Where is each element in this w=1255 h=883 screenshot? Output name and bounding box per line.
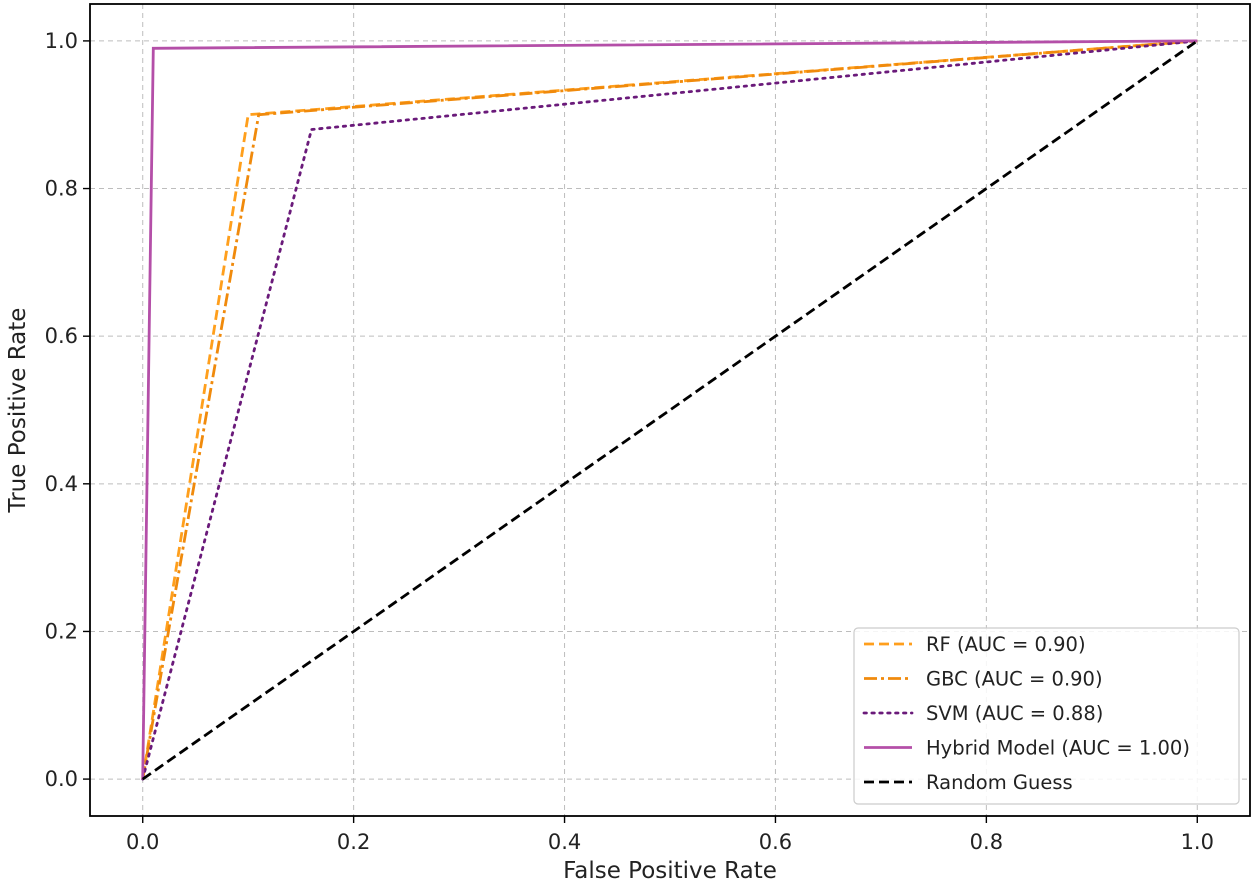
x-tick-label: 0.0 <box>126 830 159 854</box>
legend-label-1: GBC (AUC = 0.90) <box>926 668 1103 691</box>
y-tick-label: 1.0 <box>45 29 78 53</box>
x-axis-label: False Positive Rate <box>563 858 777 883</box>
x-tick-label: 1.0 <box>1181 830 1214 854</box>
y-tick-label: 0.8 <box>45 177 78 201</box>
grid <box>90 4 1250 816</box>
y-tick-label: 0.4 <box>45 472 78 496</box>
series-lines <box>141 39 1199 781</box>
series-line-2 <box>141 39 1199 781</box>
axis-ticks: 0.0 0.2 0.4 0.6 0.8 1.0 0.0 0.2 0.4 0.6 0.8 1.0 <box>45 29 1214 854</box>
legend-label-0: RF (AUC = 0.90) <box>926 633 1086 656</box>
series-line-1 <box>141 39 1198 780</box>
x-tick-label: 0.8 <box>970 830 1003 854</box>
y-tick-label: 0.6 <box>45 324 78 348</box>
y-tick-label: 0.0 <box>45 767 78 791</box>
x-tick-label: 0.4 <box>548 830 581 854</box>
series-line-4 <box>141 39 1199 781</box>
legend-label-2: SVM (AUC = 0.88) <box>926 702 1103 725</box>
plot-frame <box>89 3 1251 817</box>
legend-label-3: Hybrid Model (AUC = 1.00) <box>926 737 1190 760</box>
legend-box <box>853 627 1240 805</box>
x-tick-label: 0.6 <box>759 830 792 854</box>
y-tick-label: 0.2 <box>45 619 78 643</box>
legend: RF (AUC = 0.90) GBC (AUC = 0.90) SVM (AUC … <box>853 627 1240 805</box>
y-axis-label: True Positive Rate <box>5 308 31 514</box>
series-line-3 <box>141 39 1198 780</box>
legend-label-4: Random Guess <box>926 771 1073 794</box>
x-tick-label: 0.2 <box>337 830 370 854</box>
